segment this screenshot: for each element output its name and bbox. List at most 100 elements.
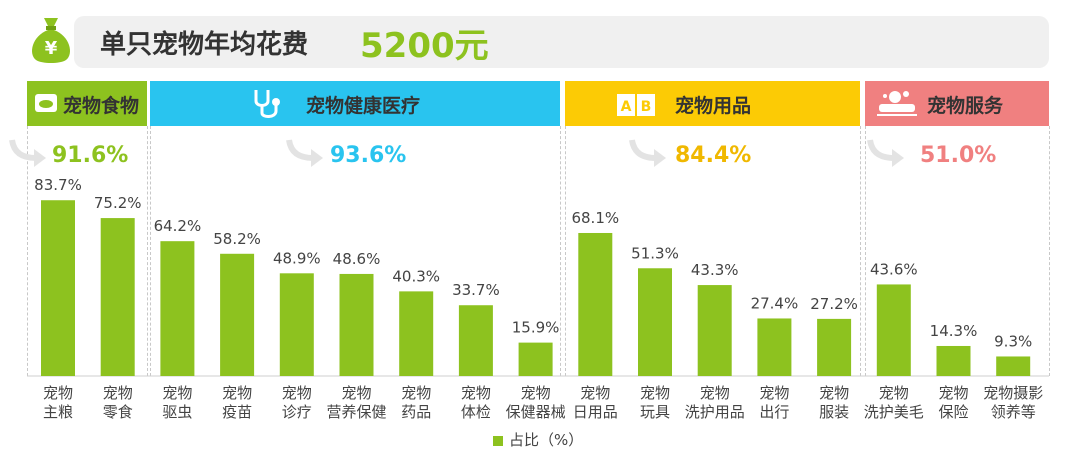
group-label-service: 宠物服务 [927, 95, 1004, 117]
category-label: 保险 [938, 403, 968, 421]
bar [220, 253, 255, 376]
curved-arrow-icon [629, 139, 666, 167]
bar-value-label: 27.2% [810, 295, 858, 313]
category-label: 宠物 [938, 384, 968, 402]
svg-text:B: B [641, 99, 652, 115]
category-label: 宠物 [341, 384, 371, 402]
group-pct-food: 91.6% [52, 143, 129, 168]
bar-value-label: 48.6% [333, 250, 381, 268]
bar [697, 285, 732, 376]
group-box-service [865, 126, 1050, 376]
abc-blocks-icon: A B [617, 94, 655, 116]
category-label: 保健器械 [506, 403, 566, 421]
category-label: 宠物 [222, 384, 252, 402]
category-label: 驱虫 [162, 403, 192, 421]
group-label-supplies: 宠物用品 [675, 95, 752, 117]
category-label: 疫苗 [222, 403, 252, 421]
bar-value-label: 68.1% [571, 209, 619, 227]
bar-value-label: 75.2% [94, 194, 142, 212]
curved-arrow-icon [286, 139, 323, 167]
category-label: 日用品 [573, 403, 618, 421]
legend: 占比（%） [493, 429, 583, 450]
bar-value-label: 58.2% [213, 230, 261, 248]
group-header-service: 宠物服务 [865, 81, 1049, 126]
stethoscope-icon [254, 90, 280, 118]
page-title: 单只宠物年均花费 [100, 30, 309, 60]
category-label: 宠物 [461, 384, 491, 402]
group-box-supplies [565, 126, 861, 376]
money-bag-icon: ¥ [32, 18, 70, 63]
category-label: 宠物 [162, 384, 192, 402]
category-label: 零食 [103, 403, 133, 421]
title-value: 5200元 [360, 26, 489, 66]
legend-label: 占比（%） [509, 431, 584, 449]
group-pct-health: 93.6% [330, 143, 407, 168]
curved-arrow-icon [867, 139, 904, 167]
group-box-food [27, 126, 148, 376]
category-label: 宠物 [401, 384, 431, 402]
bar-value-label: 9.3% [994, 332, 1032, 350]
category-label: 宠物 [282, 384, 312, 402]
bar-value-label: 64.2% [154, 217, 202, 235]
bar-value-label: 48.9% [273, 249, 321, 267]
category-label: 药品 [401, 403, 431, 421]
category-label: 宠物 [700, 384, 730, 402]
bar [279, 273, 314, 376]
bar [757, 318, 792, 376]
category-label: 出行 [759, 403, 789, 421]
bar-value-label: 14.3% [930, 322, 978, 340]
pet-food-icon [35, 94, 57, 112]
category-label: 洗护用品 [685, 403, 745, 421]
category-label: 诊疗 [282, 403, 312, 421]
bar [638, 268, 672, 376]
curved-arrow-icon [9, 139, 46, 167]
category-label: 领养等 [991, 403, 1036, 421]
legend-swatch [493, 435, 503, 446]
bar [458, 305, 493, 376]
title-bar [74, 16, 1049, 68]
category-label: 宠物 [521, 384, 551, 402]
group-pct-service: 51.0% [920, 143, 997, 168]
category-label: 洗护美毛 [864, 403, 924, 421]
category-label: 宠物摄影 [983, 384, 1043, 402]
bar [817, 318, 852, 376]
pet-bath-icon [877, 91, 917, 116]
category-label: 宠物 [759, 384, 789, 402]
bar [876, 284, 911, 376]
category-label: 宠物 [103, 384, 133, 402]
bar-value-label: 51.3% [631, 244, 679, 262]
category-label: 服装 [819, 403, 849, 421]
bar [100, 218, 135, 376]
bar [160, 241, 195, 376]
bar [936, 345, 971, 376]
svg-text:A: A [621, 99, 632, 115]
bar-value-label: 83.7% [34, 176, 82, 194]
category-label: 宠物 [879, 384, 909, 402]
category-label: 宠物 [640, 384, 670, 402]
group-header-food: 宠物食物 [27, 81, 147, 126]
bar [578, 232, 613, 376]
bar-value-label: 33.7% [452, 281, 500, 299]
group-header-supplies: A B 宠物用品 [565, 81, 860, 126]
category-label: 营养保健 [326, 403, 386, 421]
group-box-health [150, 126, 561, 376]
bar [339, 273, 374, 376]
bar-value-label: 40.3% [392, 267, 440, 285]
bar [41, 200, 75, 376]
category-label: 宠物 [819, 384, 849, 402]
category-label: 主粮 [43, 403, 73, 421]
bar-value-label: 27.4% [751, 294, 799, 312]
bar [996, 356, 1031, 376]
group-header-health: 宠物健康医疗 [150, 81, 560, 126]
bar-value-label: 15.9% [512, 319, 560, 337]
category-label: 宠物 [580, 384, 610, 402]
svg-text:¥: ¥ [45, 38, 58, 59]
category-label: 宠物 [43, 384, 73, 402]
bar-value-label: 43.6% [870, 260, 918, 278]
bar-value-label: 43.3% [691, 261, 739, 279]
category-label: 体检 [461, 403, 491, 421]
group-pct-supplies: 84.4% [675, 143, 752, 168]
group-label-food: 宠物食物 [63, 95, 140, 117]
group-label-health: 宠物健康医疗 [306, 95, 421, 117]
